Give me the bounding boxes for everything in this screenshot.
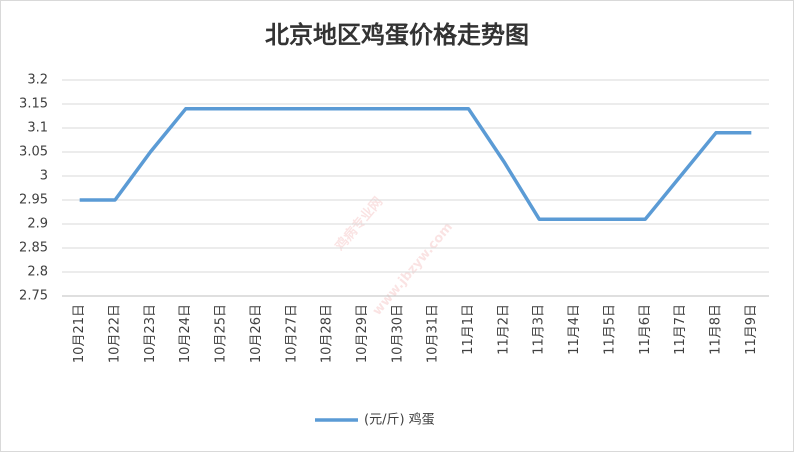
x-tick-label: 10月21日	[72, 304, 87, 363]
y-tick-label: 2.8	[27, 265, 48, 280]
x-tick-label: 10月22日	[108, 304, 123, 363]
legend-label: (元/斤) 鸡蛋	[364, 412, 435, 428]
x-tick-label: 11月6日	[638, 304, 653, 355]
x-tick-label: 11月4日	[567, 304, 582, 355]
x-tick-label: 11月5日	[602, 304, 617, 355]
x-tick-label: 10月28日	[320, 304, 335, 363]
y-tick-label: 2.75	[19, 289, 48, 304]
y-tick-label: 2.9	[27, 217, 48, 232]
x-tick-label: 10月29日	[355, 304, 370, 363]
x-tick-label: 11月7日	[673, 304, 688, 355]
x-tick-label: 11月2日	[496, 304, 511, 355]
x-tick-label: 11月8日	[708, 304, 723, 355]
y-tick-label: 3.2	[27, 73, 48, 88]
y-tick-label: 3.15	[19, 97, 48, 112]
y-tick-label: 2.85	[19, 241, 48, 256]
x-tick-label: 11月9日	[744, 304, 759, 355]
line-series	[79, 107, 752, 221]
x-tick-label: 10月27日	[284, 304, 299, 363]
y-tick-label: 3.05	[19, 145, 48, 160]
y-tick-label: 2.95	[19, 193, 48, 208]
y-tick-label: 3.1	[27, 121, 48, 136]
x-tick-label: 10月30日	[390, 304, 405, 363]
x-tick-label: 10月24日	[178, 304, 193, 363]
x-tick-label: 10月23日	[143, 304, 158, 363]
x-tick-label: 11月1日	[461, 304, 476, 355]
y-tick-label: 3	[40, 169, 48, 184]
x-tick-label: 10月31日	[426, 304, 441, 363]
chart-title: 北京地区鸡蛋价格走势图	[265, 21, 529, 49]
x-tick-label: 10月26日	[249, 304, 264, 363]
x-tick-label: 11月3日	[532, 304, 547, 355]
x-tick-label: 10月25日	[214, 304, 229, 363]
